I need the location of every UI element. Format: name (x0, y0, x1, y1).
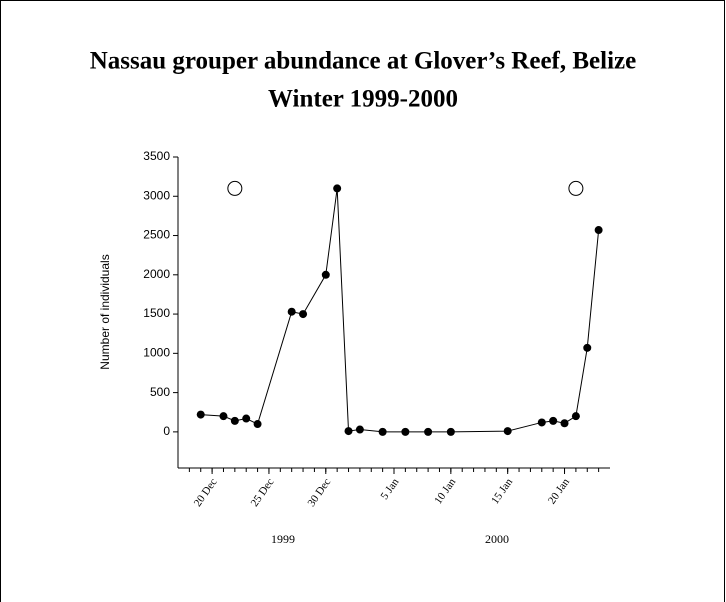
y-tick-label: 3500 (143, 149, 170, 163)
y-tick-label: 1500 (143, 306, 170, 320)
open-marker (568, 180, 584, 196)
y-tick-label: 500 (150, 385, 170, 399)
x-group-label: 2000 (485, 532, 509, 546)
data-point (503, 427, 512, 436)
data-point (446, 427, 455, 436)
data-point (344, 427, 353, 436)
y-tick-label: 2000 (143, 267, 170, 281)
y-tick-label: 2500 (143, 228, 170, 242)
data-point (560, 419, 569, 428)
data-point (253, 420, 262, 429)
data-point (321, 270, 330, 279)
data-point (537, 418, 546, 427)
y-tick-label: 3000 (143, 188, 170, 202)
y-axis-label: Number of individuals (98, 254, 112, 369)
open-marker (227, 180, 243, 196)
data-point (378, 427, 387, 436)
data-point (242, 414, 251, 423)
data-line (200, 188, 600, 433)
data-point (333, 184, 342, 193)
y-tick-label: 1000 (143, 346, 170, 360)
data-point (549, 416, 558, 425)
data-point (196, 410, 205, 419)
y-tick-label: 0 (163, 424, 170, 438)
data-point (583, 343, 592, 352)
data-point (287, 307, 296, 316)
data-point (219, 412, 228, 421)
data-point (594, 226, 603, 235)
data-point (424, 427, 433, 436)
data-point (571, 412, 580, 421)
data-point (230, 416, 239, 425)
data-point (299, 310, 308, 319)
data-point (355, 425, 364, 434)
x-group-label: 1999 (271, 532, 295, 546)
chart-subtitle: Winter 1999-2000 (268, 86, 458, 113)
data-point (401, 427, 410, 436)
chart-title: Nassau grouper abundance at Glover’s Ree… (90, 48, 636, 75)
